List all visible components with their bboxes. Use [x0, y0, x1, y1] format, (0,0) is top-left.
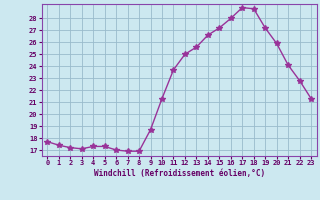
X-axis label: Windchill (Refroidissement éolien,°C): Windchill (Refroidissement éolien,°C)	[94, 169, 265, 178]
